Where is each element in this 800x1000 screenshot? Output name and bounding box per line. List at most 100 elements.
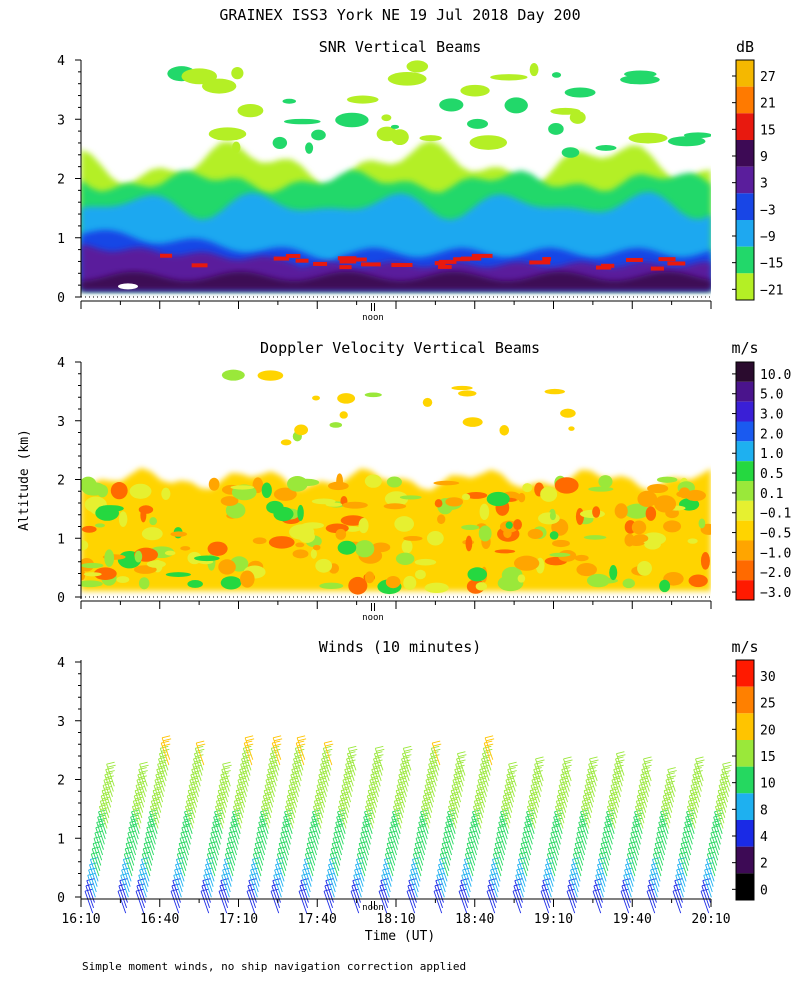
winds-colorbar-swatch	[736, 660, 754, 687]
wind-barb	[276, 851, 286, 877]
wind-barb	[84, 888, 94, 914]
wind-barb	[317, 777, 328, 803]
winds-xtick-label: 18:10	[376, 912, 415, 927]
doppler-contour	[505, 521, 513, 529]
page-title: GRAINEX ISS3 York NE 19 Jul 2018 Day 200	[219, 6, 580, 24]
wind-barb	[85, 883, 95, 908]
wind-barb	[687, 798, 698, 824]
wind-barb	[607, 798, 618, 824]
snr-contour	[305, 142, 314, 154]
wind-barb	[287, 788, 298, 813]
wind-barb	[125, 841, 135, 866]
wind-barb	[531, 777, 542, 803]
wind-barb	[463, 862, 472, 887]
wind-barb	[184, 804, 195, 829]
wind-barb	[331, 841, 341, 866]
snr-colorbar-swatch	[736, 86, 754, 114]
wind-barb	[173, 872, 182, 898]
wind-barb	[145, 830, 155, 856]
winds-colorbar-label: 10	[760, 777, 776, 792]
wind-barb	[394, 793, 405, 819]
wind-barb	[332, 835, 342, 861]
wind-barb	[237, 777, 248, 803]
wind-barb	[193, 751, 204, 776]
wind-barb	[451, 782, 462, 808]
wind-barb	[620, 888, 630, 914]
wind-barb	[533, 767, 543, 792]
wind-barb	[275, 856, 285, 882]
doppler-contour	[104, 549, 115, 567]
wind-barb	[382, 867, 391, 893]
wind-barb	[662, 793, 673, 819]
wind-barb	[269, 756, 279, 782]
wind-barb	[261, 798, 272, 824]
wind-barb	[218, 782, 229, 808]
wind-barb	[515, 872, 524, 898]
wind-barb	[495, 835, 505, 861]
doppler-contour	[83, 572, 102, 577]
wind-barb	[240, 761, 250, 787]
doppler-contour	[647, 483, 669, 494]
wind-barb	[653, 846, 663, 871]
wind-barb	[458, 888, 468, 914]
doppler-contour	[549, 552, 571, 557]
wind-barb	[532, 772, 542, 797]
wind-barb	[289, 777, 300, 803]
doppler-contour	[358, 517, 369, 534]
doppler-contour	[637, 560, 652, 576]
doppler-contour	[383, 503, 407, 510]
wind-barb	[626, 851, 636, 877]
doppler-contour	[475, 582, 488, 591]
doppler-contour	[292, 549, 309, 559]
wind-barb	[449, 793, 460, 819]
doppler-contour	[364, 571, 375, 584]
doppler-colorbar-label: −0.5	[760, 527, 791, 542]
wind-barb	[135, 782, 146, 808]
wind-barb	[213, 814, 223, 840]
wind-barb	[423, 788, 434, 813]
wind-barb	[454, 767, 464, 792]
doppler-contour	[632, 534, 649, 543]
snr-contour	[160, 253, 173, 258]
wind-barb	[206, 851, 216, 877]
wind-barb	[547, 846, 557, 871]
doppler-contour	[700, 552, 710, 570]
wind-barb	[391, 814, 401, 840]
wind-barb	[522, 830, 532, 856]
wind-barb	[346, 751, 357, 776]
wind-barb	[342, 777, 353, 803]
winds-xtick-label: 16:10	[61, 912, 100, 927]
wind-barb	[491, 862, 500, 887]
wind-barb	[137, 772, 147, 797]
doppler-colorbar-label: −3.0	[760, 586, 791, 601]
wind-barb	[244, 735, 255, 760]
wind-barb	[399, 767, 409, 792]
wind-barb	[322, 745, 333, 771]
doppler-contour	[364, 474, 382, 488]
wind-barb	[541, 883, 551, 908]
wind-barb	[715, 798, 726, 824]
wind-barb	[158, 756, 168, 782]
wind-barb	[578, 819, 588, 845]
snr-contour	[628, 132, 668, 144]
doppler-colorbar-swatch	[736, 560, 754, 581]
doppler-contour	[81, 562, 104, 569]
wind-barb	[436, 872, 445, 898]
wind-barb	[621, 883, 631, 908]
doppler-contour	[544, 388, 565, 395]
wind-barb	[339, 793, 350, 819]
snr-contour	[390, 124, 400, 129]
wind-barb	[586, 772, 596, 797]
wind-barb	[475, 788, 486, 813]
wind-barb	[456, 756, 466, 782]
wind-barb	[625, 862, 634, 887]
wind-barb	[579, 814, 589, 840]
winds-ytick-label: 1	[57, 832, 65, 847]
wind-barb	[264, 782, 275, 808]
wind-barb	[526, 804, 537, 829]
wind-barb	[426, 772, 436, 797]
doppler-contour	[170, 531, 188, 537]
doppler-contour	[394, 516, 415, 532]
doppler-contour	[230, 485, 255, 490]
wind-barb	[447, 809, 457, 834]
